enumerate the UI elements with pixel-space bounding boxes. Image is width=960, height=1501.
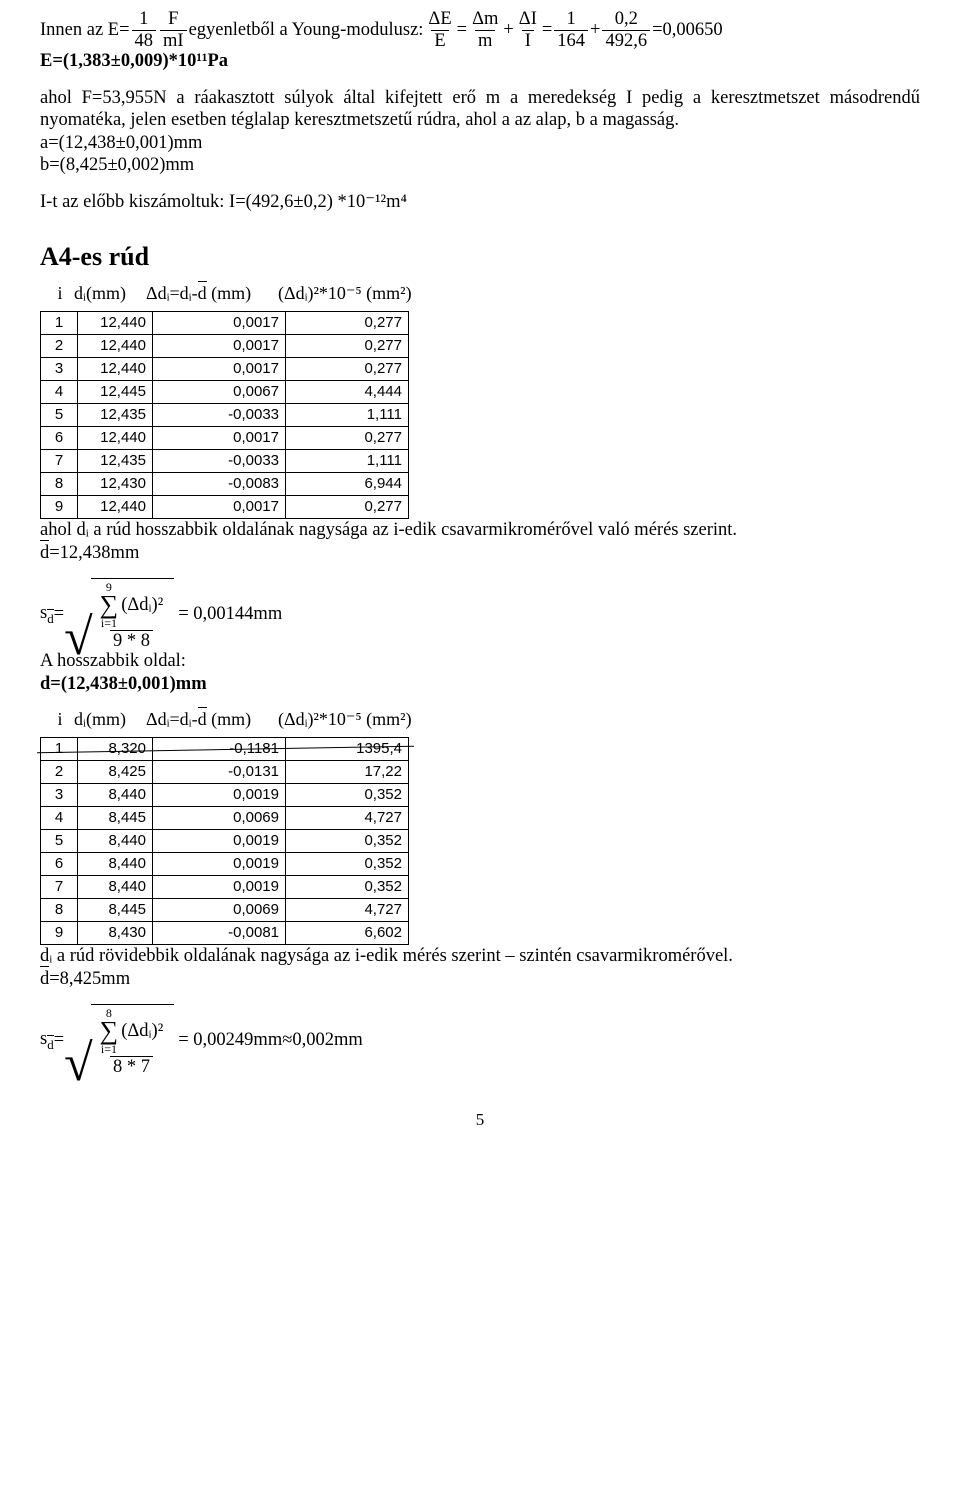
result: =0,00650 [652, 19, 723, 42]
fraction: ΔI I [516, 10, 540, 50]
table-2: 18,320-0,11811395,428,425-0,013117,2238,… [40, 737, 410, 945]
d-long-result: d=(12,438±0,001)mm [40, 673, 920, 696]
a4-heading: A4-es rúd [40, 241, 920, 273]
table-row: 812,430-0,00836,944 [41, 473, 409, 496]
sd-formula-1: sd = √ 9 ∑ i=1 (Δdᵢ)² 9 * 8 = 0,00144mm [40, 578, 920, 650]
table-row: 18,320-0,11811395,4 [41, 738, 410, 761]
i-calc: I-t az előbb kiszámoltuk: I=(492,6±0,2) … [40, 191, 920, 214]
dmean-1: d =12,438mm [40, 542, 920, 565]
table-row: 78,4400,00190,352 [41, 876, 410, 899]
table-1: 112,4400,00170,277212,4400,00170,277312,… [40, 311, 409, 519]
table-row: 112,4400,00170,277 [41, 312, 409, 335]
equals: = [457, 19, 467, 42]
paragraph-1: ahol F=53,955N a ráakasztott súlyok álta… [40, 87, 920, 132]
table-row: 312,4400,00170,277 [41, 358, 409, 381]
young-modulus-result: E=(1,383±0,009)*10¹¹Pa [40, 50, 920, 73]
fraction: 0,2 492,6 [602, 10, 650, 50]
sqrt: √ 9 ∑ i=1 (Δdᵢ)² 9 * 8 [64, 578, 174, 650]
text: egyenletből a Young-modulusz: [189, 19, 424, 42]
sqrt: √ 8 ∑ i=1 (Δdᵢ)² 8 * 7 [64, 1004, 174, 1076]
table-row: 48,4450,00694,727 [41, 807, 410, 830]
fraction: 1 164 [554, 10, 588, 50]
table-row: 212,4400,00170,277 [41, 335, 409, 358]
page-number: 5 [40, 1110, 920, 1131]
table-row: 38,4400,00190,352 [41, 784, 410, 807]
table-row: 68,4400,00190,352 [41, 853, 410, 876]
table2-header: i dᵢ(mm) Δdᵢ=dᵢ-d (mm) (Δdᵢ)²*10⁻⁵ (mm²) [40, 709, 920, 735]
table-row: 512,435-0,00331,111 [41, 404, 409, 427]
sd-formula-2: sd = √ 8 ∑ i=1 (Δdᵢ)² 8 * 7 = 0,00249mm≈… [40, 1004, 920, 1076]
table-row: 412,4450,00674,444 [41, 381, 409, 404]
b-value: b=(8,425±0,002)mm [40, 154, 920, 177]
equals: = [542, 19, 552, 42]
table-row: 612,4400,00170,277 [41, 427, 409, 450]
plus: + [503, 19, 513, 42]
table-row: 58,4400,00190,352 [41, 830, 410, 853]
table1-footnote: ahol dᵢ a rúd hosszabbik oldalának nagys… [40, 519, 920, 542]
table-row: 28,425-0,013117,22 [41, 761, 410, 784]
table-row: 712,435-0,00331,111 [41, 450, 409, 473]
table1-header: i dᵢ(mm) Δdᵢ=dᵢ-d (mm) (Δdᵢ)²*10⁻⁵ (mm²) [40, 283, 920, 309]
fraction: ΔE E [425, 10, 454, 50]
a-value: a=(12,438±0,001)mm [40, 132, 920, 155]
table-row: 88,4450,00694,727 [41, 899, 410, 922]
fraction: 1 48 [132, 10, 157, 50]
fraction: F mI [160, 10, 187, 50]
table2-footnote: dᵢ a rúd rövidebbik oldalának nagysága a… [40, 945, 920, 968]
dmean-2: d =8,425mm [40, 968, 920, 991]
table-row: 912,4400,00170,277 [41, 496, 409, 519]
equation-line-1: Innen az E= 1 48 F mI egyenletből a Youn… [40, 10, 920, 50]
plus: + [590, 19, 600, 42]
fraction: Δm m [469, 10, 501, 50]
text: Innen az E= [40, 19, 130, 42]
table-row: 98,430-0,00816,602 [41, 922, 410, 945]
side-long-label: A hosszabbik oldal: [40, 650, 920, 673]
